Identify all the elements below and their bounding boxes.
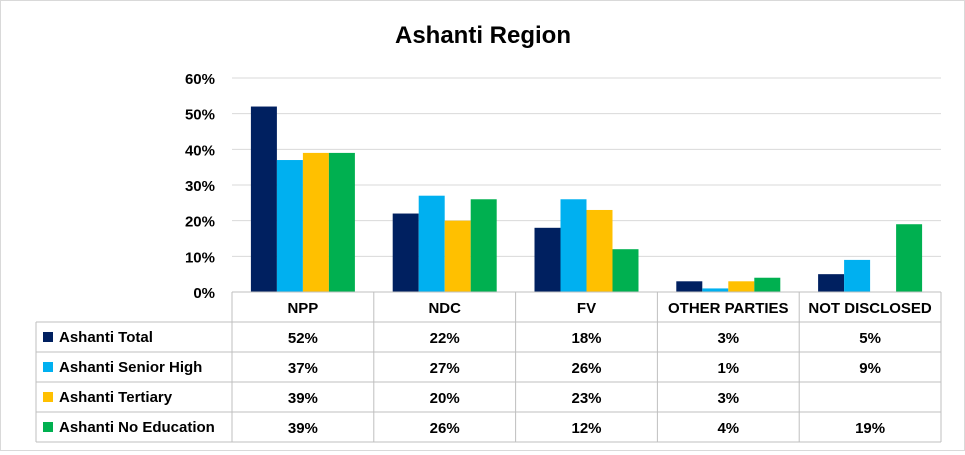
bar (302, 152, 329, 292)
y-tick-label: 0% (193, 285, 215, 302)
legend-label: Ashanti Total (59, 329, 153, 346)
y-tick-label: 50% (185, 107, 215, 124)
y-tick-label: 40% (185, 142, 215, 159)
data-label: 26% (571, 360, 601, 377)
y-tick-label: 20% (185, 214, 215, 231)
bars (250, 106, 923, 293)
bar (586, 209, 613, 292)
bar (612, 249, 639, 292)
data-label: 39% (288, 390, 318, 407)
data-label: 3% (717, 390, 739, 407)
legend-swatch (43, 362, 53, 372)
data-label: 37% (288, 360, 318, 377)
data-label: 9% (859, 360, 881, 377)
bar (818, 274, 845, 292)
bar (702, 288, 729, 292)
bar (250, 106, 277, 293)
data-label: 5% (859, 330, 881, 347)
y-tick-label: 60% (185, 71, 215, 88)
bar (392, 213, 419, 292)
x-category-label: NPP (287, 300, 318, 317)
bar (754, 277, 781, 292)
bar (896, 224, 923, 292)
data-table: NPP NDC FV OTHER PARTIES NOT DISCLOSED Ashant… (35, 291, 942, 443)
data-label: 1% (717, 360, 739, 377)
legend-swatch (43, 332, 53, 342)
data-label: 12% (571, 420, 601, 437)
bar (444, 220, 471, 292)
x-category-label: OTHER PARTIES (668, 300, 789, 317)
data-label: 26% (430, 420, 460, 437)
legend-swatch (43, 392, 53, 402)
legend-label: Ashanti Senior High (59, 359, 202, 376)
y-axis: 0% 10% 20% 30% 40% 50% 60% (185, 71, 215, 302)
legend-label: Ashanti Tertiary (59, 389, 173, 406)
data-label: 4% (717, 420, 739, 437)
data-label: 27% (430, 360, 460, 377)
bar (728, 281, 755, 292)
bar (418, 195, 445, 292)
x-category-label: NDC (428, 300, 461, 317)
bar (328, 152, 355, 292)
bar (844, 259, 871, 292)
bar (534, 227, 561, 292)
legend-label: Ashanti No Education (59, 419, 215, 436)
chart-title: Ashanti Region (395, 22, 571, 49)
data-label: 18% (571, 330, 601, 347)
bar (676, 281, 703, 292)
legend-swatch (43, 422, 53, 432)
data-label: 23% (571, 390, 601, 407)
y-tick-label: 10% (185, 249, 215, 266)
data-label: 3% (717, 330, 739, 347)
data-label: 22% (430, 330, 460, 347)
bar (470, 199, 497, 292)
data-label: 52% (288, 330, 318, 347)
data-label: 39% (288, 420, 318, 437)
data-label: 20% (430, 390, 460, 407)
x-category-label: NOT DISCLOSED (808, 300, 932, 317)
y-tick-label: 30% (185, 178, 215, 195)
data-label: 19% (855, 420, 885, 437)
x-category-label: FV (577, 300, 596, 317)
bar (560, 199, 587, 292)
bar (276, 160, 303, 292)
